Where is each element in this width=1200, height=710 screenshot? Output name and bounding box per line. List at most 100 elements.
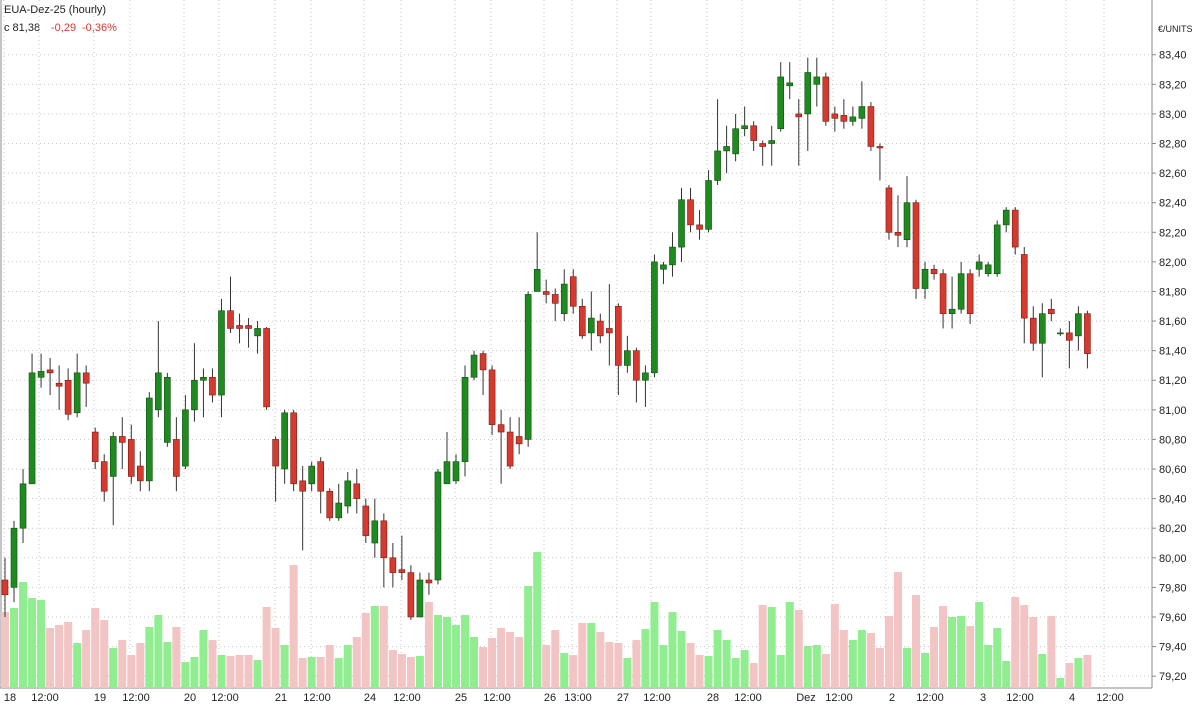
candle-body [894,231,902,236]
y-tick-label: 79,20 [1159,671,1187,683]
candle-body [524,294,532,440]
candle-body [218,310,225,396]
candle-body [425,579,433,584]
x-tick-label: 12:00 [1006,692,1034,704]
volume-bar [659,645,668,688]
volume-bar [289,565,298,688]
y-tick-label: 79,60 [1159,612,1187,624]
x-tick-label: 13:00 [564,692,592,704]
candle-body [1084,313,1091,354]
x-tick-label: 19 [94,692,106,704]
volume-bar [127,655,136,688]
candle-body [741,125,748,130]
volume-bar [650,602,659,688]
volume-bar [821,654,830,688]
candle-body [506,431,514,467]
volume-bar [830,604,839,688]
volume-bar [1002,661,1011,688]
volume-bar [749,663,758,688]
x-tick-label: 24 [364,692,376,704]
volume-bar [767,607,776,688]
candle-body [993,224,1001,275]
candle-body [768,140,776,144]
volume-bar [921,653,930,688]
change: -0,29 [51,22,76,34]
candle-body [263,328,270,408]
candle-body [723,146,730,152]
candle-body [615,305,622,366]
candle-body [750,125,757,141]
candle-body [398,569,406,573]
volume-bar [803,646,812,688]
candle-body [290,412,297,485]
volume-bar [244,655,253,688]
y-tick-label: 82,00 [1159,257,1187,269]
x-tick-label: 25 [455,692,467,704]
volume-bar [1011,597,1020,688]
candle-body [335,502,343,519]
volume-bar [109,648,118,688]
y-tick-label: 80,40 [1159,494,1187,506]
volume-bar [533,552,542,688]
candle-body [389,557,397,573]
candle-body [542,291,550,295]
candle-body [443,461,451,485]
y-tick-label: 83,40 [1159,50,1187,62]
volume-bar [37,600,46,688]
candle-body [245,325,252,329]
volume-bar [424,602,433,688]
volume-bar [136,643,145,688]
volume-bar [930,627,939,688]
volume-bar [677,631,686,688]
candle-body [73,372,81,414]
volume-bar [668,612,677,688]
candle-body [533,268,541,292]
candle-body [64,379,72,415]
x-tick-label: 12:00 [825,692,853,704]
candle-body [840,115,848,122]
candle-body [966,273,974,314]
candle-body [452,461,460,482]
volume-bar [722,640,731,688]
y-tick-label: 81,20 [1159,375,1187,387]
volume-bar [614,643,623,688]
x-tick-label: 27 [617,692,629,704]
y-tick-label: 81,60 [1159,316,1187,328]
volume-bar [262,607,271,688]
volume-bar [903,648,911,688]
x-tick-label: 12:00 [303,692,331,704]
candle-body [281,412,288,470]
y-tick-label: 79,80 [1159,582,1187,594]
y-tick-label: 81,80 [1159,286,1187,298]
candle-body [651,261,658,374]
volume-bar [1083,655,1092,688]
candle-body [858,106,866,119]
volume-bar [1,612,9,688]
x-tick-label: 4 [1069,692,1075,704]
candle-body [371,520,379,544]
volume-bar [912,595,921,688]
candle-body [587,317,595,334]
candle-body [678,199,685,248]
volume-bar [10,608,19,688]
candle-body [597,320,604,337]
y-axis-label: €/UNITS [1158,24,1193,34]
candle-body [82,372,90,384]
volume-bar [893,572,902,688]
volume-bar [28,598,37,688]
candle-body [660,264,667,270]
volume-bar [452,625,460,688]
volume-bar [884,616,893,688]
candle-body [37,371,45,378]
candle-body [19,483,27,529]
volume-bar [605,642,614,688]
volume-bar [758,605,767,688]
volume-bar [208,640,217,688]
candle-body [984,264,992,275]
candle-body [551,294,559,304]
volume-bar [966,626,975,688]
volume-bar [866,633,875,688]
volume-bar [100,620,109,688]
volume-bar [506,632,515,688]
candle-body [1039,313,1046,344]
